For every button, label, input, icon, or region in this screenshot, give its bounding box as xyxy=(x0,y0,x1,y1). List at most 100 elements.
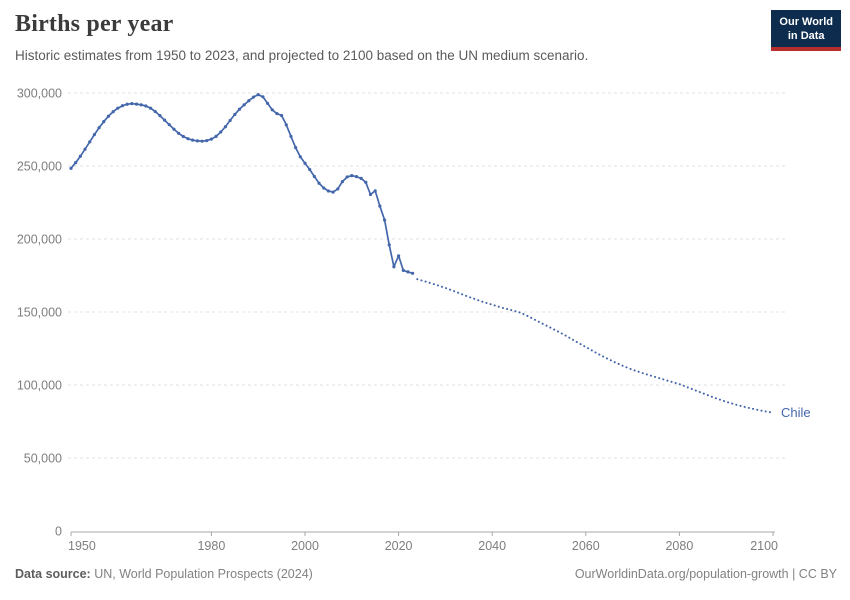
historic-point xyxy=(120,104,125,108)
historic-point xyxy=(261,95,265,99)
historic-point xyxy=(308,167,312,172)
historic-point xyxy=(284,123,288,127)
historic-point xyxy=(331,190,335,194)
historic-point xyxy=(214,134,218,138)
historic-point xyxy=(275,111,279,116)
historic-point xyxy=(111,110,115,114)
historic-point xyxy=(158,114,162,118)
y-tick-label: 200,000 xyxy=(17,233,62,247)
historic-point xyxy=(336,187,340,191)
y-tick-label: 100,000 xyxy=(17,379,62,393)
historic-point xyxy=(354,175,359,179)
historic-point xyxy=(303,161,307,165)
historic-point xyxy=(102,120,106,124)
x-tick-label: 2080 xyxy=(665,539,693,553)
chart-subtitle: Historic estimates from 1950 to 2023, an… xyxy=(15,48,589,63)
historic-point xyxy=(134,102,139,106)
historic-point xyxy=(256,93,260,97)
historic-point xyxy=(233,112,237,117)
x-tick-label: 1950 xyxy=(68,539,96,553)
historic-point xyxy=(350,174,354,178)
data-source-label: Data source: xyxy=(15,567,91,581)
historic-point xyxy=(392,265,396,269)
owid-logo-line2: in Data xyxy=(787,30,825,43)
data-source-text: UN, World Population Prospects (2024) xyxy=(90,567,313,581)
y-tick-label: 0 xyxy=(55,525,62,539)
x-tick-label: 2000 xyxy=(291,539,319,553)
x-tick-label: 1980 xyxy=(197,539,225,553)
x-tick-label: 2100 xyxy=(750,539,778,553)
historic-point xyxy=(340,180,345,184)
historic-point xyxy=(88,140,92,144)
historic-point xyxy=(195,139,199,143)
historic-point xyxy=(116,106,120,110)
x-tick-label: 2040 xyxy=(478,539,506,553)
chart-area: 0 50,000 100,000 150,000 200,000 250,000 300,0… xyxy=(0,85,850,560)
historic-point xyxy=(92,133,96,137)
historic-point xyxy=(401,268,405,272)
historic-point xyxy=(125,102,129,106)
owid-logo-line1: Our World xyxy=(779,16,833,28)
historic-point xyxy=(280,113,284,118)
historic-point xyxy=(153,109,157,114)
historic-point xyxy=(373,189,377,193)
historic-point xyxy=(317,181,321,185)
historic-point xyxy=(406,270,410,274)
historic-point xyxy=(265,101,270,105)
historic-point xyxy=(74,161,78,165)
historic-point xyxy=(270,108,274,112)
historic-point xyxy=(200,139,204,143)
historic-point xyxy=(364,180,368,184)
owid-logo: Our World in Data xyxy=(771,10,841,52)
attribution: OurWorldinData.org/population-growth | C… xyxy=(574,567,837,581)
historic-point xyxy=(359,176,363,181)
x-tick-label: 2020 xyxy=(385,539,413,553)
historic-point xyxy=(378,204,382,208)
historic-point xyxy=(242,103,246,107)
historic-point xyxy=(78,154,82,158)
y-tick-label: 50,000 xyxy=(24,452,62,466)
historic-point xyxy=(163,118,167,122)
historic-point xyxy=(322,186,326,190)
historic-point xyxy=(368,192,373,197)
historic-point xyxy=(205,138,209,143)
y-tick-label: 300,000 xyxy=(17,87,62,101)
historic-point xyxy=(83,147,87,151)
historic-point xyxy=(326,189,330,193)
historic-point xyxy=(130,102,134,106)
historic-point xyxy=(411,271,415,275)
y-tick-label: 250,000 xyxy=(17,160,62,174)
historic-point xyxy=(397,254,401,258)
data-source: Data source: UN, World Population Prospe… xyxy=(15,567,313,581)
historic-point xyxy=(387,243,391,247)
historic-point xyxy=(186,137,190,141)
historic-point xyxy=(144,104,148,108)
historic-point xyxy=(69,166,73,170)
historic-point xyxy=(139,103,143,107)
historic-point xyxy=(223,125,228,129)
entity-label: Chile xyxy=(781,405,811,420)
historic-point xyxy=(172,127,176,131)
historic-point xyxy=(209,137,213,141)
historic-point xyxy=(219,130,223,134)
historic-point xyxy=(191,138,195,142)
page-title: Births per year xyxy=(15,11,174,37)
y-tick-label: 150,000 xyxy=(17,306,62,320)
historic-point xyxy=(312,174,316,179)
historic-point xyxy=(106,114,111,118)
historic-point xyxy=(298,155,302,159)
historic-point xyxy=(247,99,251,103)
historic-point xyxy=(148,106,153,110)
historic-point xyxy=(97,126,101,130)
chart-footer: Data source: UN, World Population Prospe… xyxy=(15,567,837,581)
historic-point xyxy=(181,134,185,139)
historic-point xyxy=(237,107,242,111)
historic-point xyxy=(294,146,298,150)
historic-line xyxy=(70,93,414,275)
historic-point xyxy=(228,118,232,123)
historic-point xyxy=(345,175,349,179)
x-tick-label: 2060 xyxy=(572,539,600,553)
projection-line xyxy=(416,278,774,414)
historic-point xyxy=(382,218,387,222)
